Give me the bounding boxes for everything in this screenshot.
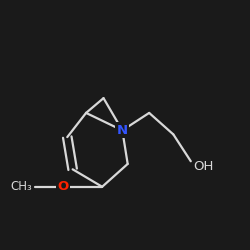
Text: OH: OH — [194, 160, 214, 173]
Text: CH₃: CH₃ — [10, 180, 32, 193]
Text: N: N — [117, 124, 128, 137]
Text: O: O — [58, 180, 69, 193]
